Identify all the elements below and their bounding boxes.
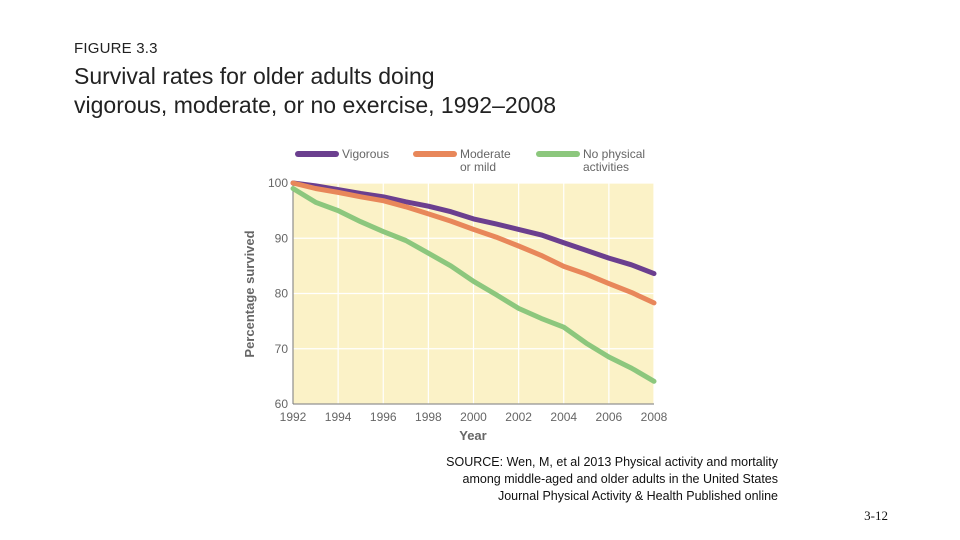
x-tick-label: 2004 xyxy=(550,410,577,424)
y-tick-label: 100 xyxy=(268,176,288,190)
data-point-no-physical-activities xyxy=(336,209,340,213)
data-point-vigorous xyxy=(494,222,498,226)
data-point-moderate-or-mild xyxy=(607,282,611,286)
data-point-moderate-or-mild xyxy=(426,212,430,216)
source-note: SOURCE: Wen, M, et al 2013 Physical acti… xyxy=(398,454,778,505)
slide-title-line-2: vigorous, moderate, or no exercise, 1992… xyxy=(74,92,557,118)
data-point-vigorous xyxy=(652,272,656,276)
x-tick-label: 1994 xyxy=(325,410,352,424)
x-tick-label: 1996 xyxy=(370,410,397,424)
legend-label: activities xyxy=(583,160,629,174)
data-point-moderate-or-mild xyxy=(562,264,566,268)
data-point-no-physical-activities xyxy=(652,379,656,383)
data-point-moderate-or-mild xyxy=(404,205,408,209)
x-tick-label: 2006 xyxy=(596,410,623,424)
data-point-no-physical-activities xyxy=(381,230,385,234)
data-point-moderate-or-mild xyxy=(494,235,498,239)
data-point-no-physical-activities xyxy=(449,264,453,268)
data-point-no-physical-activities xyxy=(291,186,295,191)
data-point-no-physical-activities xyxy=(494,293,498,297)
chart-svg: 60 70 80 90 100 1992 1994 1996 1998 2000 2002 2004… xyxy=(242,147,668,443)
data-point-no-physical-activities xyxy=(471,279,476,283)
y-tick-label: 80 xyxy=(275,287,289,301)
data-point-no-physical-activities xyxy=(517,306,521,310)
x-tick-labels: 1992 1994 1996 1998 2000 2002 2004 2006 2008 xyxy=(280,410,668,424)
legend-label: Moderate xyxy=(460,147,511,161)
data-point-no-physical-activities xyxy=(539,316,543,320)
slide-title-line-1: Survival rates for older adults doing xyxy=(74,63,435,89)
legend-label: No physical xyxy=(583,147,645,161)
x-tick-label: 1998 xyxy=(415,410,442,424)
data-point-moderate-or-mild xyxy=(471,227,476,231)
y-axis-label: Percentage survived xyxy=(242,230,257,357)
data-point-moderate-or-mild xyxy=(652,301,656,305)
data-point-moderate-or-mild xyxy=(584,272,588,276)
legend-label: Vigorous xyxy=(342,147,389,161)
source-line-1: SOURCE: Wen, M, et al 2013 Physical acti… xyxy=(446,455,778,469)
legend-label: or mild xyxy=(460,160,496,174)
data-point-vigorous xyxy=(426,204,430,208)
survival-chart: 60 70 80 90 100 1992 1994 1996 1998 2000 2002 2004… xyxy=(236,136,676,448)
data-point-vigorous xyxy=(629,263,633,267)
data-point-moderate-or-mild xyxy=(314,186,318,191)
data-point-no-physical-activities xyxy=(629,366,633,370)
data-point-moderate-or-mild xyxy=(291,181,295,185)
x-tick-label: 1992 xyxy=(280,410,307,424)
data-point-moderate-or-mild xyxy=(381,199,385,203)
figure-label: FIGURE 3.3 xyxy=(74,40,158,57)
data-point-vigorous xyxy=(584,248,588,252)
grid-lines xyxy=(292,182,655,405)
data-point-moderate-or-mild xyxy=(449,219,453,223)
source-line-3: Journal Physical Activity & Health Publi… xyxy=(497,489,778,503)
data-point-moderate-or-mild xyxy=(359,195,363,199)
data-point-no-physical-activities xyxy=(404,238,408,243)
y-tick-label: 90 xyxy=(275,231,289,245)
data-point-vigorous xyxy=(404,200,408,204)
data-point-moderate-or-mild xyxy=(629,290,633,294)
slide-title: Survival rates for older adults doing vi… xyxy=(74,62,694,120)
x-tick-label: 2002 xyxy=(505,410,532,424)
x-tick-label: 2008 xyxy=(641,410,668,424)
data-point-no-physical-activities xyxy=(562,325,566,329)
y-tick-label: 70 xyxy=(275,342,289,356)
data-point-vigorous xyxy=(471,217,476,221)
y-tick-label: 60 xyxy=(275,397,289,411)
source-line-2: among middle-aged and older adults in th… xyxy=(462,472,778,486)
data-series xyxy=(290,180,657,384)
data-point-moderate-or-mild xyxy=(336,190,340,194)
data-point-vigorous xyxy=(539,233,543,237)
x-tick-label: 2000 xyxy=(460,410,487,424)
x-axis-label: Year xyxy=(459,428,486,443)
data-point-no-physical-activities xyxy=(607,355,611,359)
data-point-vigorous xyxy=(517,227,521,231)
data-point-moderate-or-mild xyxy=(517,244,521,248)
data-point-vigorous xyxy=(607,256,611,260)
data-point-no-physical-activities xyxy=(359,220,363,224)
data-point-vigorous xyxy=(562,241,566,245)
data-point-vigorous xyxy=(381,195,385,199)
data-point-no-physical-activities xyxy=(314,200,318,204)
y-tick-labels: 60 70 80 90 100 xyxy=(268,176,288,411)
data-point-vigorous xyxy=(449,210,453,214)
page-number: 3-12 xyxy=(864,508,888,523)
data-point-no-physical-activities xyxy=(426,251,430,255)
data-point-moderate-or-mild xyxy=(539,253,543,257)
data-point-no-physical-activities xyxy=(584,341,588,345)
